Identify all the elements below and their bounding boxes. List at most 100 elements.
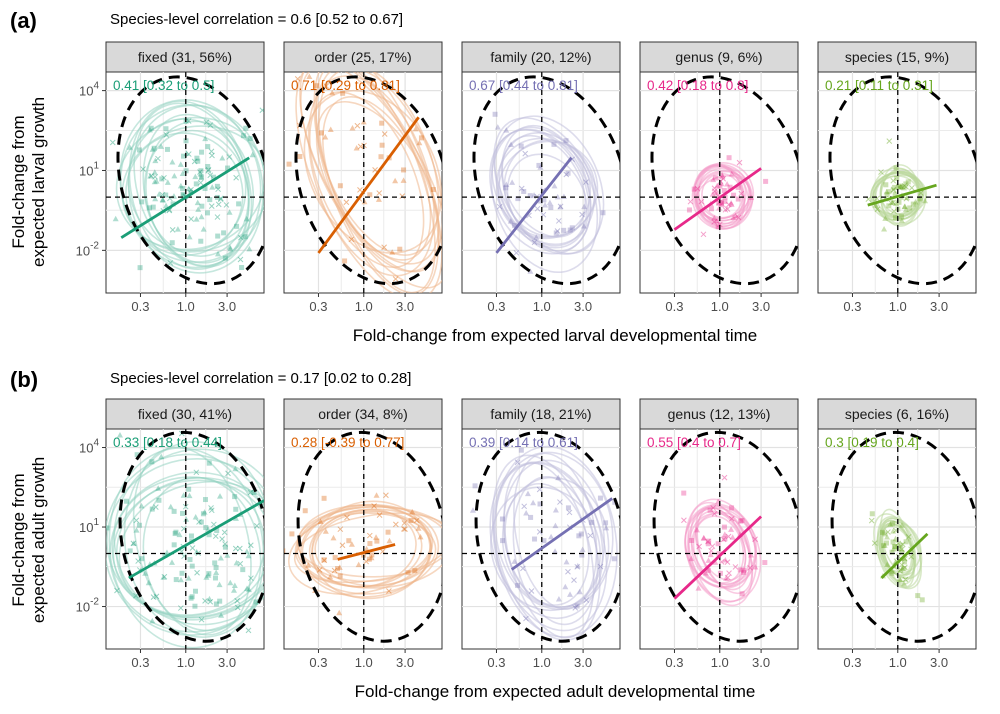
data-point bbox=[344, 514, 350, 521]
data-point bbox=[725, 201, 732, 208]
data-point bbox=[712, 559, 719, 565]
x-tick-label: 0.3 bbox=[309, 655, 327, 670]
data-point bbox=[243, 548, 250, 554]
data-point bbox=[198, 174, 205, 181]
regression-line-b-family bbox=[510, 497, 613, 571]
correlation-label-a-order: 0.71 [0.29 to 0.81] bbox=[291, 78, 400, 93]
data-point bbox=[289, 531, 295, 537]
data-point bbox=[705, 557, 712, 563]
data-point bbox=[206, 595, 213, 602]
data-point bbox=[401, 520, 408, 526]
data-point bbox=[264, 452, 269, 457]
data-point bbox=[155, 155, 161, 162]
data-point bbox=[207, 122, 214, 128]
data-point bbox=[889, 568, 896, 574]
data-point bbox=[140, 166, 146, 172]
data-point bbox=[222, 544, 228, 550]
data-point bbox=[548, 205, 554, 211]
posterior-ellipse bbox=[118, 480, 264, 619]
posterior-ellipse bbox=[127, 118, 247, 252]
data-point bbox=[327, 573, 334, 580]
correlation-label-b-species: 0.3 [0.19 to 0.4] bbox=[825, 435, 919, 450]
data-point bbox=[397, 246, 403, 252]
data-point bbox=[695, 585, 702, 591]
data-point bbox=[163, 202, 170, 209]
data-point bbox=[528, 514, 534, 520]
data-point bbox=[700, 535, 707, 541]
data-point bbox=[112, 215, 119, 222]
posterior-ellipse bbox=[133, 102, 253, 268]
data-point bbox=[203, 525, 209, 531]
posterior-ellipse bbox=[501, 124, 592, 252]
data-point bbox=[891, 544, 897, 550]
plot-content-a-fixed bbox=[106, 72, 264, 293]
x-tick-label: 3.0 bbox=[752, 655, 770, 670]
data-point bbox=[177, 161, 184, 167]
data-point bbox=[236, 545, 243, 552]
data-point bbox=[887, 521, 894, 527]
data-point bbox=[208, 203, 215, 210]
data-point bbox=[688, 555, 695, 562]
posterior-ellipse bbox=[294, 512, 437, 588]
data-point bbox=[711, 185, 718, 192]
data-point bbox=[725, 533, 732, 540]
data-point bbox=[884, 561, 891, 567]
data-point bbox=[221, 230, 227, 236]
data-point bbox=[231, 582, 238, 588]
posterior-ellipses-a-genus bbox=[691, 162, 755, 230]
data-point bbox=[709, 543, 716, 550]
data-point bbox=[752, 564, 759, 570]
facet-panel-a-family: family (20, 12%) 0.67 [0.44 to 0.81] 0.3 1.… bbox=[461, 41, 621, 314]
x-tick-label: 0.3 bbox=[131, 655, 149, 670]
data-point bbox=[218, 612, 225, 618]
data-point bbox=[156, 191, 163, 197]
data-point bbox=[363, 545, 370, 552]
data-point bbox=[569, 225, 575, 231]
data-point bbox=[219, 154, 226, 161]
data-point bbox=[902, 576, 909, 583]
data-point bbox=[537, 501, 543, 507]
facet-row-a: fixed (31, 56%) 0.41 [0.32 to 0.5] 0.3 1.0 3… bbox=[76, 41, 977, 314]
data-point bbox=[903, 195, 910, 202]
data-point bbox=[430, 187, 436, 193]
data-point bbox=[234, 223, 240, 229]
data-point bbox=[200, 226, 207, 232]
data-point bbox=[589, 519, 595, 525]
data-point bbox=[221, 529, 228, 536]
data-point bbox=[728, 515, 735, 522]
data-point bbox=[222, 255, 228, 261]
data-point bbox=[727, 184, 733, 190]
data-point bbox=[890, 539, 896, 545]
species-level-ellipse bbox=[118, 430, 264, 643]
data-point bbox=[552, 522, 559, 529]
data-point bbox=[189, 594, 195, 600]
data-point bbox=[908, 553, 915, 560]
x-tick-label: 3.0 bbox=[218, 299, 236, 314]
data-point bbox=[722, 206, 729, 213]
strip-label-a-species: species (15, 9%) bbox=[845, 49, 949, 65]
data-point bbox=[563, 558, 570, 565]
data-point bbox=[737, 567, 743, 573]
data-point bbox=[711, 188, 718, 195]
regression-line-b-species bbox=[880, 532, 929, 579]
data-point bbox=[739, 591, 745, 597]
strip-label-b-genus: genus (12, 13%) bbox=[668, 406, 771, 422]
species-level-ellipse bbox=[296, 430, 442, 643]
strip-label-a-family: family (20, 12%) bbox=[490, 49, 591, 65]
data-point bbox=[531, 192, 538, 198]
data-point bbox=[216, 581, 223, 588]
strip-b-family bbox=[461, 398, 621, 430]
data-point bbox=[898, 183, 905, 189]
data-point bbox=[217, 195, 224, 202]
data-point bbox=[202, 135, 209, 142]
data-point bbox=[233, 506, 239, 512]
species-level-ellipse bbox=[294, 75, 442, 286]
data-point bbox=[363, 558, 370, 565]
posterior-ellipse bbox=[300, 72, 442, 289]
data-point bbox=[240, 133, 246, 139]
data-point bbox=[331, 567, 338, 574]
posterior-ellipses-b-genus bbox=[684, 498, 762, 607]
data-point bbox=[716, 200, 722, 206]
data-point bbox=[149, 617, 156, 624]
data-point bbox=[536, 162, 542, 168]
